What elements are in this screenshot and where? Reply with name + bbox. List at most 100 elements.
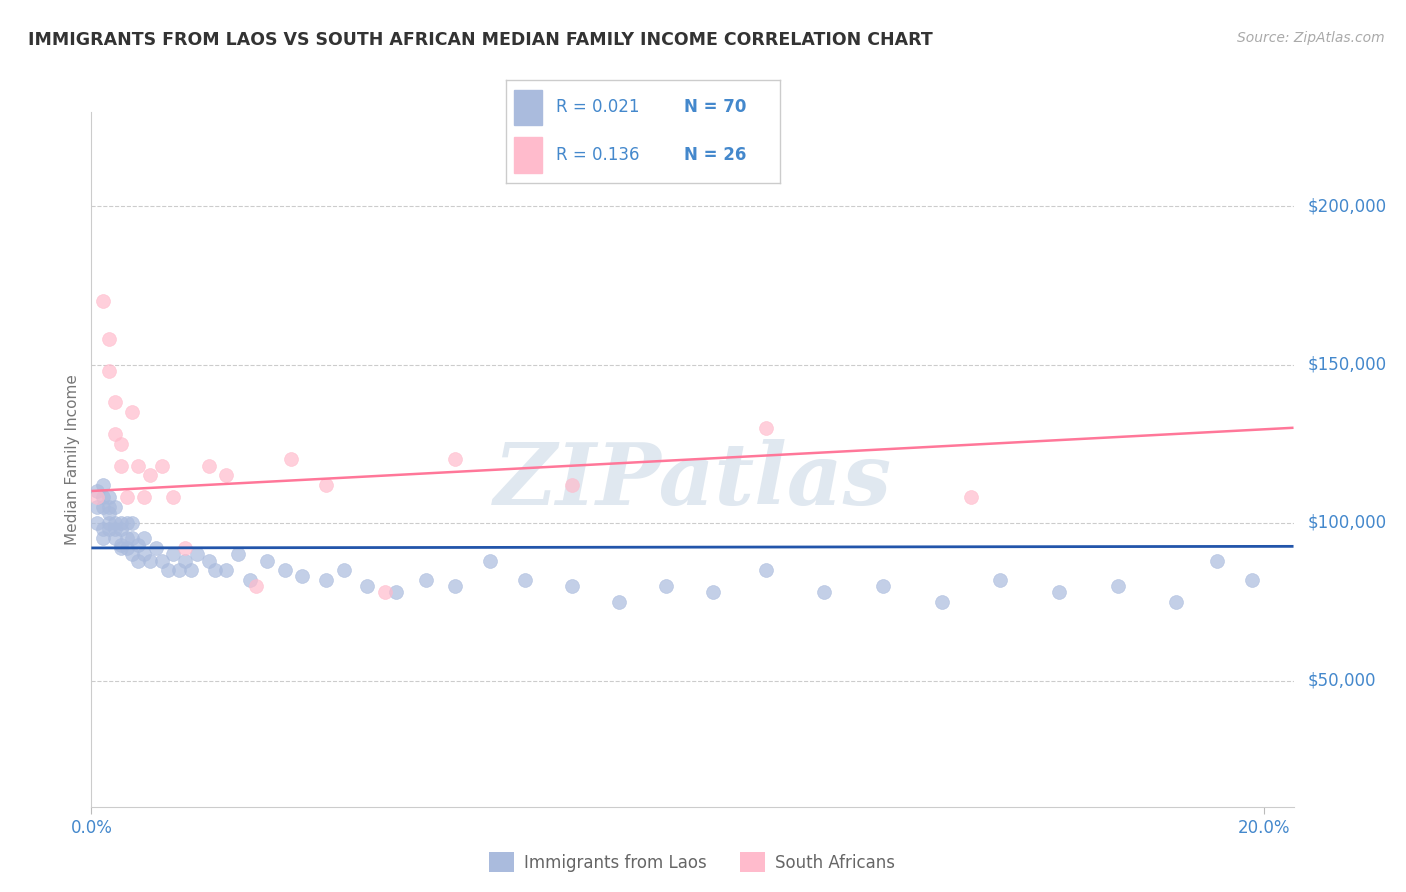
- Point: [988, 573, 1011, 587]
- Text: N = 70: N = 70: [685, 98, 747, 117]
- Point: [115, 516, 138, 530]
- Point: [1206, 553, 1229, 567]
- Y-axis label: Median Family Income: Median Family Income: [65, 374, 80, 545]
- Text: $100,000: $100,000: [1308, 514, 1386, 532]
- Point: [91, 294, 114, 309]
- Point: [115, 532, 138, 546]
- Point: [291, 569, 314, 583]
- Point: [561, 579, 583, 593]
- Point: [479, 553, 502, 567]
- Point: [226, 547, 249, 561]
- Point: [139, 553, 162, 567]
- Text: $200,000: $200,000: [1308, 197, 1386, 215]
- Point: [98, 500, 121, 514]
- Point: [1166, 595, 1188, 609]
- Point: [215, 563, 238, 577]
- Point: [385, 585, 408, 599]
- Point: [110, 516, 132, 530]
- Point: [215, 468, 238, 483]
- Text: Source: ZipAtlas.com: Source: ZipAtlas.com: [1237, 31, 1385, 45]
- Point: [104, 516, 127, 530]
- Point: [561, 477, 583, 491]
- Point: [127, 553, 149, 567]
- Point: [104, 500, 127, 514]
- Point: [110, 522, 132, 536]
- Point: [169, 563, 191, 577]
- Point: [91, 532, 114, 546]
- Text: $150,000: $150,000: [1308, 356, 1386, 374]
- Point: [150, 553, 173, 567]
- Point: [256, 553, 278, 567]
- Point: [931, 595, 953, 609]
- Point: [374, 585, 396, 599]
- Point: [104, 427, 127, 442]
- Point: [1107, 579, 1129, 593]
- Text: N = 26: N = 26: [685, 145, 747, 163]
- Point: [98, 491, 121, 505]
- Point: [280, 452, 302, 467]
- Point: [139, 468, 162, 483]
- Point: [813, 585, 835, 599]
- Point: [415, 573, 437, 587]
- Point: [115, 541, 138, 555]
- Point: [960, 491, 983, 505]
- Point: [162, 547, 184, 561]
- Point: [356, 579, 378, 593]
- Point: [115, 491, 138, 505]
- Point: [86, 491, 108, 505]
- Point: [110, 538, 132, 552]
- Point: [872, 579, 894, 593]
- Point: [444, 579, 467, 593]
- Point: [104, 532, 127, 546]
- Point: [315, 573, 337, 587]
- Point: [174, 553, 197, 567]
- Point: [91, 477, 114, 491]
- Point: [86, 500, 108, 514]
- Text: $50,000: $50,000: [1308, 672, 1376, 690]
- Point: [104, 522, 127, 536]
- Point: [98, 332, 121, 346]
- Point: [197, 553, 219, 567]
- Point: [315, 477, 337, 491]
- Bar: [515, 89, 541, 126]
- Legend: Immigrants from Laos, South Africans: Immigrants from Laos, South Africans: [482, 846, 903, 879]
- Point: [245, 579, 267, 593]
- Bar: [515, 136, 541, 173]
- Point: [150, 458, 173, 473]
- Point: [655, 579, 678, 593]
- Point: [607, 595, 630, 609]
- Point: [110, 458, 132, 473]
- Point: [197, 458, 219, 473]
- Point: [91, 500, 114, 514]
- Point: [1047, 585, 1070, 599]
- Point: [121, 532, 143, 546]
- Point: [186, 547, 208, 561]
- Point: [86, 516, 108, 530]
- Point: [332, 563, 354, 577]
- Point: [121, 547, 143, 561]
- Point: [162, 491, 184, 505]
- Point: [127, 458, 149, 473]
- Point: [134, 491, 156, 505]
- Point: [174, 541, 197, 555]
- Point: [444, 452, 467, 467]
- Point: [515, 573, 537, 587]
- Point: [86, 483, 108, 498]
- Point: [134, 532, 156, 546]
- Point: [121, 405, 143, 419]
- Point: [134, 547, 156, 561]
- Text: R = 0.021: R = 0.021: [555, 98, 638, 117]
- Point: [98, 506, 121, 520]
- Text: IMMIGRANTS FROM LAOS VS SOUTH AFRICAN MEDIAN FAMILY INCOME CORRELATION CHART: IMMIGRANTS FROM LAOS VS SOUTH AFRICAN ME…: [28, 31, 932, 49]
- Point: [121, 516, 143, 530]
- Point: [755, 563, 778, 577]
- Point: [180, 563, 202, 577]
- Point: [755, 421, 778, 435]
- Point: [104, 395, 127, 409]
- Point: [274, 563, 297, 577]
- Point: [110, 541, 132, 555]
- Point: [110, 436, 132, 450]
- Point: [239, 573, 262, 587]
- Point: [127, 538, 149, 552]
- Text: R = 0.136: R = 0.136: [555, 145, 638, 163]
